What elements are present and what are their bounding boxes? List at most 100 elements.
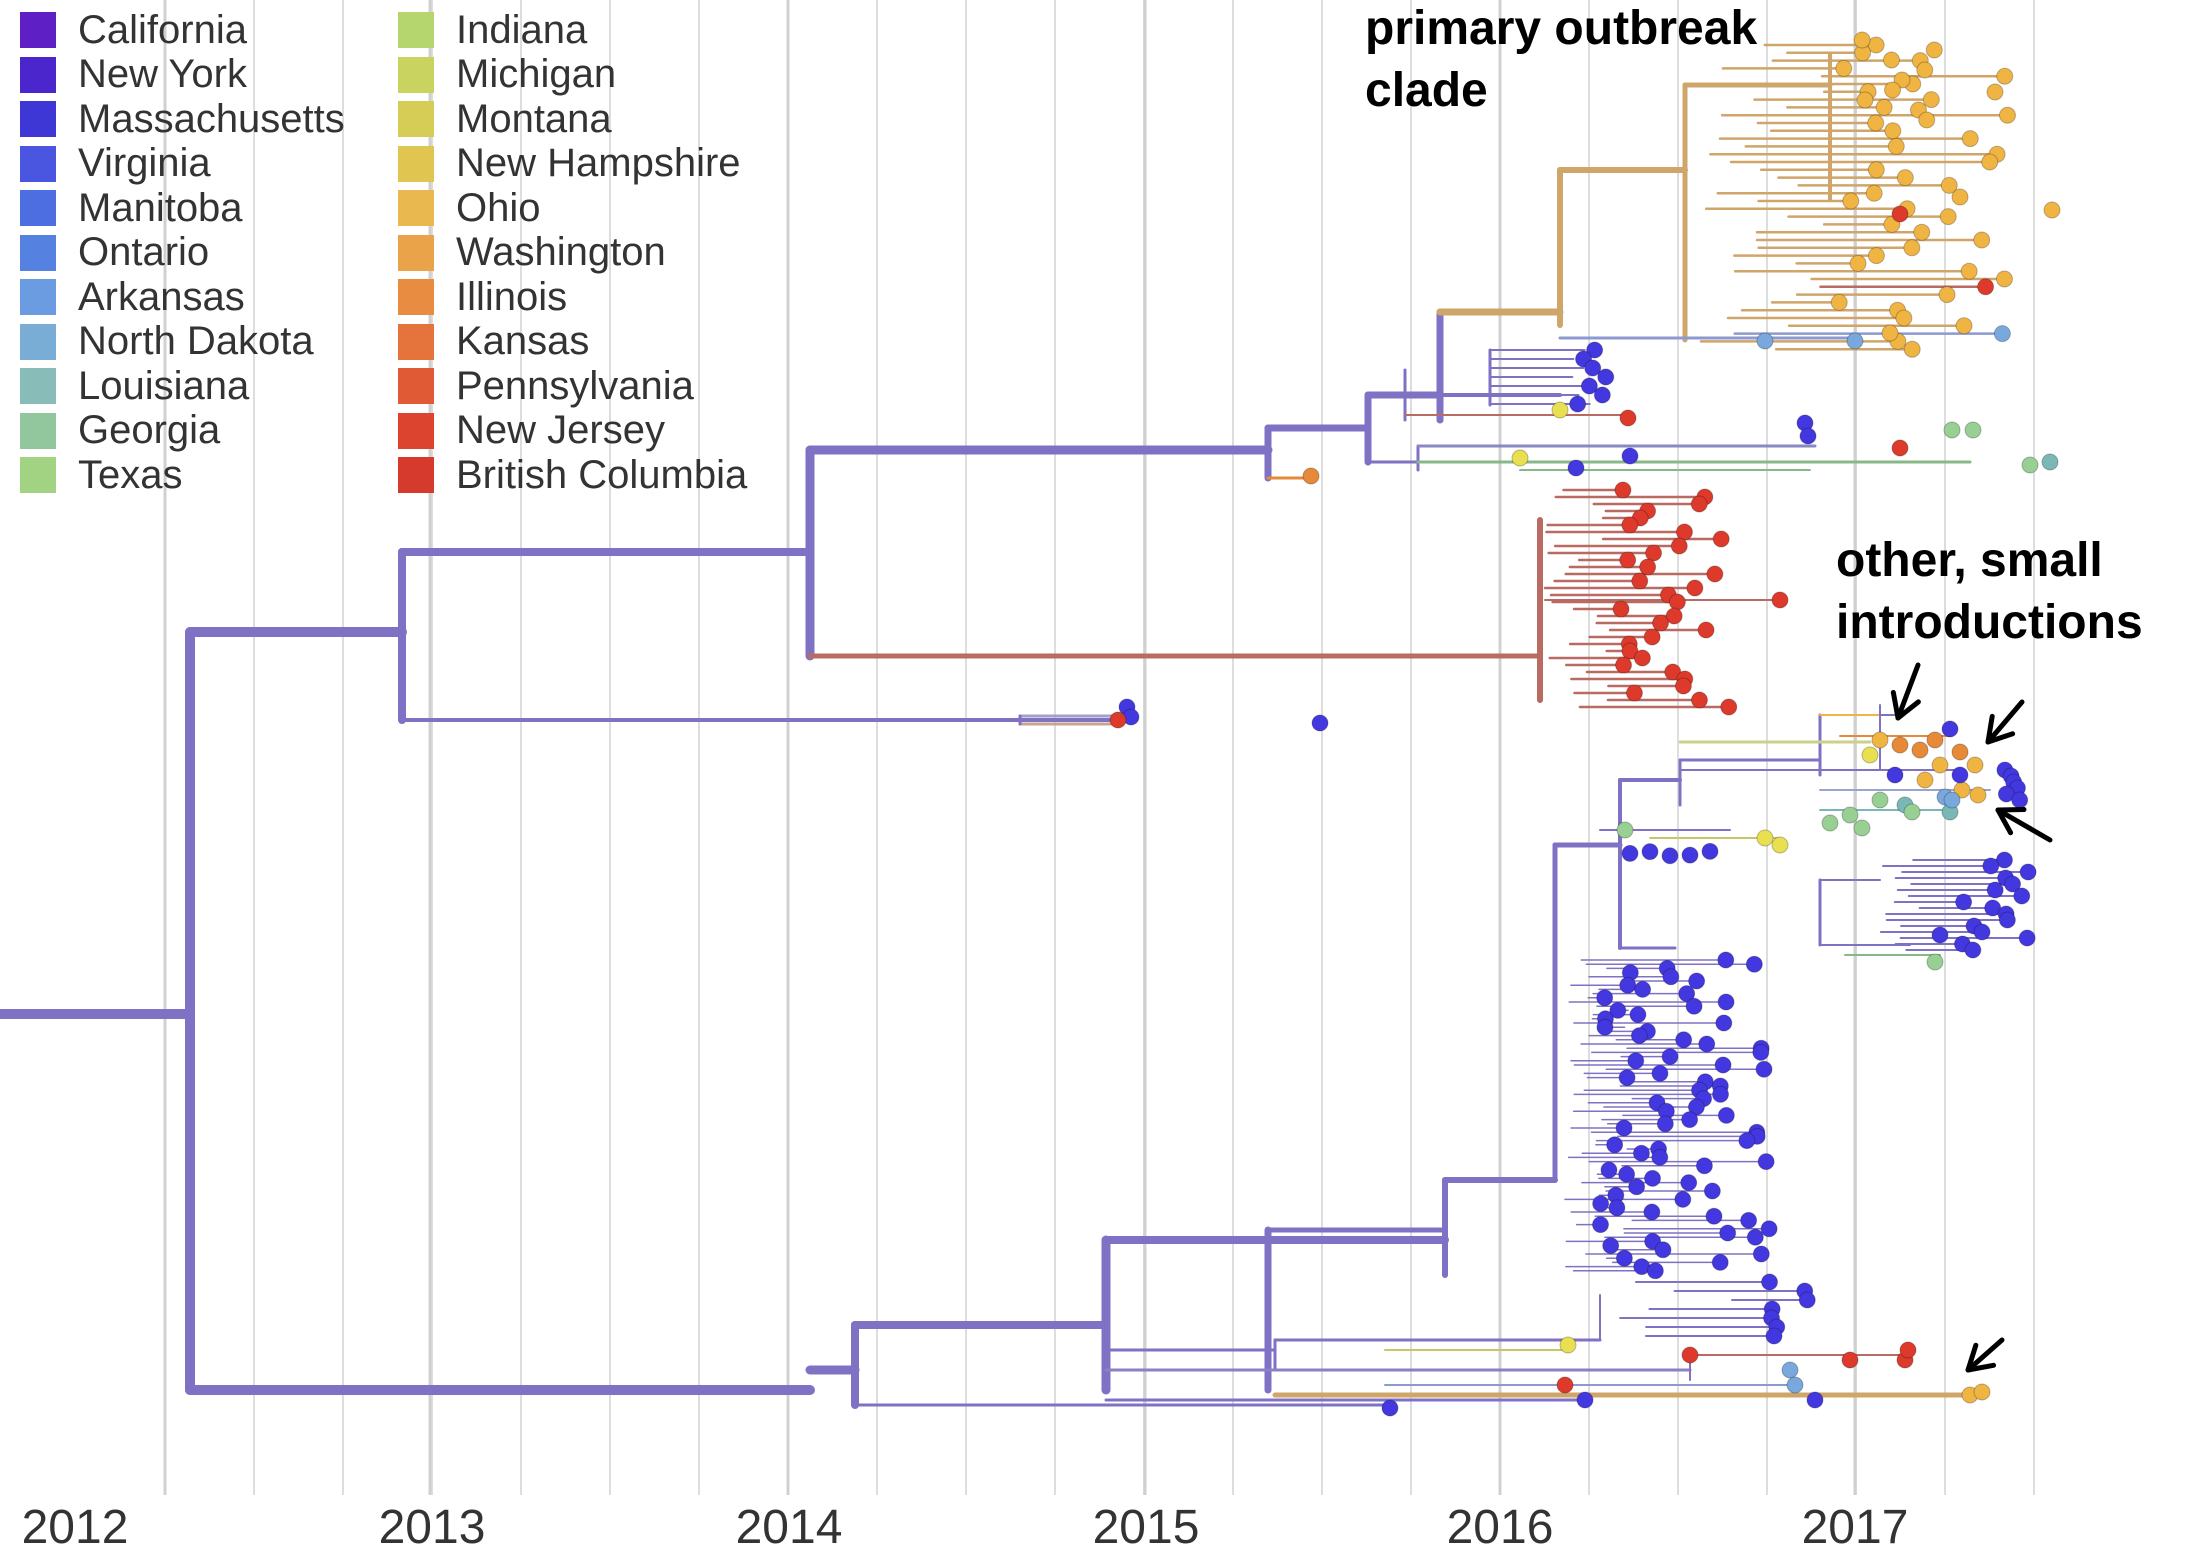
tip xyxy=(1681,846,1699,864)
legend-item: British Columbia xyxy=(398,453,747,498)
legend-label: Montana xyxy=(456,96,612,141)
primary-clade-label-line1: primary outbreak xyxy=(1365,2,1758,55)
legend-label: California xyxy=(78,7,247,52)
tip xyxy=(1740,1211,1758,1229)
tip xyxy=(1619,409,1637,427)
legend-item: North Dakota xyxy=(20,319,345,365)
tip xyxy=(1746,1228,1764,1246)
axis-year-2012: 2012 xyxy=(21,1501,129,1554)
tip xyxy=(1931,926,1949,944)
tip xyxy=(1616,821,1634,839)
tip xyxy=(1705,1207,1723,1225)
tip xyxy=(1786,1376,1804,1394)
tip xyxy=(1698,1035,1716,1053)
legend-swatch xyxy=(20,412,56,449)
legend-swatch xyxy=(398,101,434,138)
tip xyxy=(2013,887,2031,905)
tip xyxy=(1969,786,1987,804)
tip xyxy=(1745,955,1763,973)
tip xyxy=(1943,421,1961,439)
tip xyxy=(1621,642,1639,660)
tip xyxy=(1109,711,1127,729)
arrow-introduction-3 xyxy=(1995,807,2053,843)
tip xyxy=(1925,41,1943,59)
tip xyxy=(1867,114,1885,132)
tip xyxy=(1998,911,2016,929)
legend-label: Georgia xyxy=(78,408,221,453)
legend-label: Texas xyxy=(78,452,183,497)
tip xyxy=(1511,449,1529,467)
tip xyxy=(1646,1262,1664,1280)
tip xyxy=(1899,1341,1917,1359)
legend-label: Virginia xyxy=(78,141,211,186)
tip xyxy=(1625,684,1643,702)
tip xyxy=(1951,743,1969,761)
legend-swatch xyxy=(398,368,434,405)
tip xyxy=(1973,231,1991,249)
legend-swatch xyxy=(398,279,434,316)
tip xyxy=(1645,544,1663,562)
tip xyxy=(1654,1241,1672,1259)
tip xyxy=(1632,1144,1650,1162)
legend-swatch xyxy=(398,323,434,360)
tip xyxy=(1596,1018,1614,1036)
tip xyxy=(1903,803,1921,821)
tip xyxy=(1841,1351,1859,1369)
tip xyxy=(1799,427,1817,445)
legend-swatch xyxy=(20,145,56,182)
tip xyxy=(1567,459,1585,477)
legend-item: New York xyxy=(20,52,345,98)
tip xyxy=(1602,1237,1620,1255)
tip xyxy=(1597,368,1615,386)
arrow-introduction-1-head xyxy=(1890,689,1921,721)
tip xyxy=(1681,1111,1699,1129)
tip xyxy=(1916,771,1934,789)
tip xyxy=(1592,1216,1610,1234)
tip xyxy=(1981,153,1999,171)
tip xyxy=(1634,980,1652,998)
tip xyxy=(1712,530,1730,548)
legend-item: Virginia xyxy=(20,141,345,187)
legend-item: Texas xyxy=(20,453,345,498)
tip xyxy=(1381,1399,1399,1417)
tip xyxy=(1656,1115,1674,1133)
legend-swatch xyxy=(20,457,56,494)
tip xyxy=(1830,293,1848,311)
arrow-introduction-2-head xyxy=(1985,713,2016,745)
legend-item: New Jersey xyxy=(398,408,747,454)
axis-year-2017: 2017 xyxy=(1801,1501,1909,1554)
legend-item: New Hampshire xyxy=(398,141,747,187)
legend-label: Indiana xyxy=(456,7,588,52)
tip xyxy=(1643,628,1661,646)
tip xyxy=(1670,537,1688,555)
tip xyxy=(1652,614,1670,632)
tip xyxy=(1651,1148,1669,1166)
tip xyxy=(1687,1098,1705,1116)
tip xyxy=(1806,1391,1824,1409)
tree-tips xyxy=(1109,31,2061,1417)
arrow-introduction-4-head xyxy=(1965,1342,1997,1373)
legend-label: Michigan xyxy=(456,52,617,97)
tip xyxy=(1940,176,1958,194)
legend-label: Ontario xyxy=(78,230,210,275)
tip xyxy=(1697,621,1715,639)
tip xyxy=(1661,847,1679,865)
tip xyxy=(1938,286,1956,304)
tip xyxy=(1842,192,1860,210)
tip xyxy=(1752,1043,1770,1061)
tip xyxy=(2018,929,2036,947)
legend-column-2: Indiana Michigan Montana New Hampshire Ohio W… xyxy=(398,8,747,498)
tip xyxy=(1619,551,1637,569)
tip xyxy=(1861,746,1879,764)
tip xyxy=(1903,239,1921,257)
tip xyxy=(1639,558,1657,576)
tip xyxy=(1982,857,2000,875)
arrow-introduction-3-head xyxy=(1995,807,2027,836)
tip xyxy=(1995,851,2013,869)
legend-swatch xyxy=(20,234,56,271)
tip xyxy=(1688,972,1706,990)
tip xyxy=(1996,67,2014,85)
tip xyxy=(1911,741,1929,759)
tip xyxy=(1686,579,1704,597)
tip xyxy=(1883,51,1901,69)
